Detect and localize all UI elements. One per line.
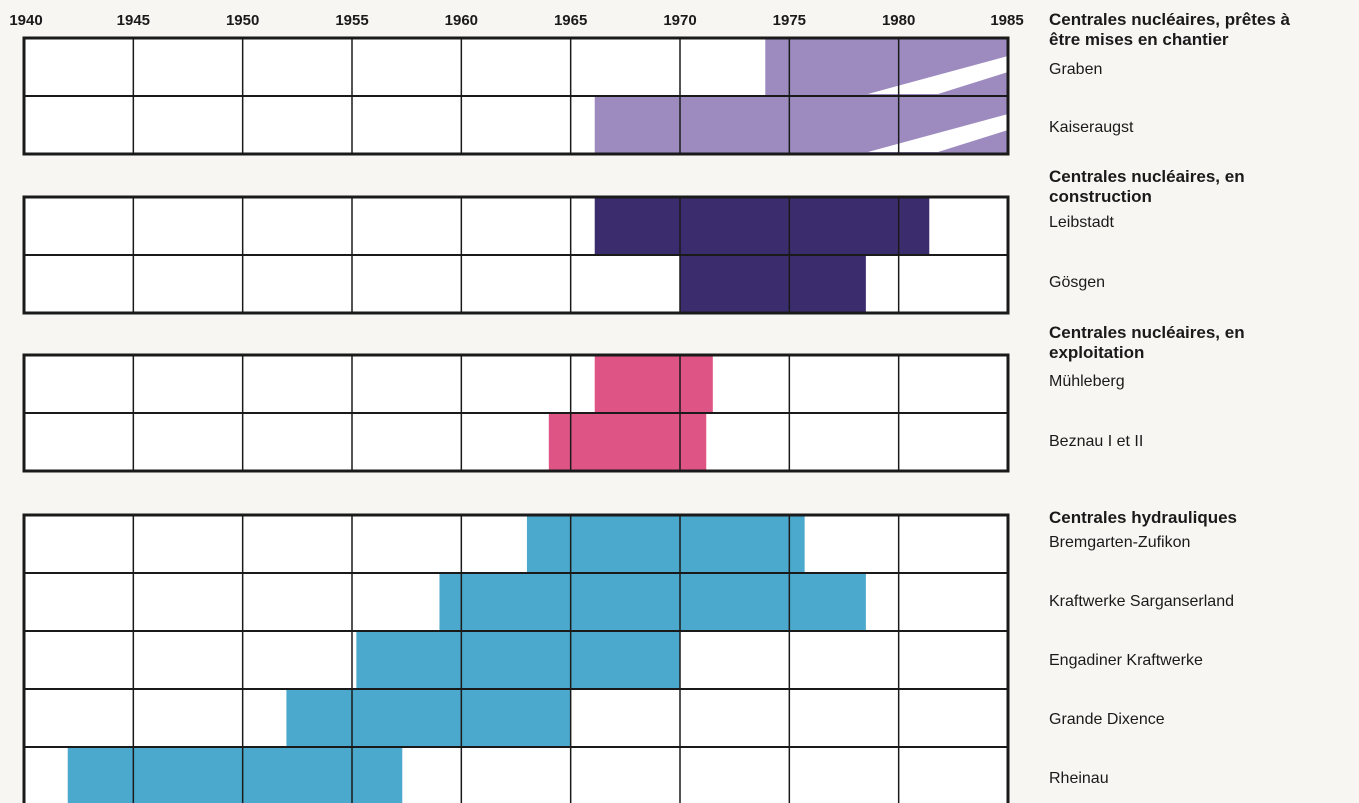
panel-border-hydrauliques (22, 513, 1010, 803)
group-title-line: exploitation (1049, 343, 1145, 362)
group-title-line: Centrales nucléaires, prêtes à (1049, 10, 1290, 29)
bar-stripe (868, 114, 1008, 152)
group-title-line: Centrales nucléaires, en (1049, 167, 1245, 186)
tick-label-1970: 1970 (663, 12, 697, 29)
gantt-chart (22, 36, 1010, 803)
tick-label-1980: 1980 (881, 12, 916, 29)
tick-label-1940: 1940 (9, 12, 43, 29)
bar-engadiner-kraftwerke (356, 632, 680, 688)
label-muhleberg: Mühleberg (1049, 373, 1125, 390)
bar-stripe (868, 56, 1008, 94)
bar-kraftwerke-sarganserland (439, 574, 866, 630)
tick-label-1985: 1985 (990, 12, 1024, 29)
tick-label-1950: 1950 (225, 12, 260, 29)
legend-pretes-title: Centrales nucléaires, prêtes à être mise… (1049, 10, 1354, 50)
tick-label-1955: 1955 (335, 12, 369, 29)
tick-label-1975: 1975 (772, 12, 807, 29)
group-title-line: Centrales hydrauliques (1049, 508, 1238, 527)
label-kaiseraugst: Kaiseraugst (1049, 119, 1134, 136)
label-gosgen: Gösgen (1049, 274, 1106, 291)
label-rheinau: Rheinau (1049, 770, 1109, 787)
label-sarganserland: Kraftwerke Sarganserland (1049, 593, 1234, 610)
label-bremgarten: Bremgarten-Zufikon (1049, 534, 1191, 551)
bar-beznau-i-et-ii (548, 414, 707, 470)
bar-m-hleberg (594, 356, 713, 412)
legend-hydrauliques-title: Centrales hydrauliques (1049, 508, 1354, 528)
tick-label-1965: 1965 (553, 12, 588, 29)
label-grande-dixence: Grande Dixence (1049, 711, 1165, 728)
tick-label-1960: 1960 (444, 12, 479, 29)
legend-construction-title: Centrales nucléaires, en construction (1049, 167, 1354, 207)
bar-bremgarten-zufikon (526, 516, 805, 572)
label-leibstadt: Leibstadt (1049, 214, 1114, 231)
label-graben: Graben (1049, 61, 1103, 78)
label-engadiner: Engadiner Kraftwerke (1049, 652, 1203, 669)
panel-border-exploitation (22, 353, 1010, 473)
group-title-line: être mises en chantier (1049, 30, 1229, 49)
bar-g-sgen (680, 256, 866, 312)
group-title-line: Centrales nucléaires, en (1049, 323, 1245, 342)
panel-border-construction (22, 195, 1010, 315)
bar-grande-dixence (286, 690, 571, 746)
bar-rheinau (67, 748, 403, 803)
tick-label-1945: 1945 (116, 12, 151, 29)
panel-border-pretes (22, 36, 1010, 156)
label-beznau: Beznau I et II (1049, 433, 1144, 450)
group-title-line: construction (1049, 187, 1152, 206)
legend-exploitation-title: Centrales nucléaires, en exploitation (1049, 323, 1354, 363)
bar-leibstadt (594, 198, 930, 254)
